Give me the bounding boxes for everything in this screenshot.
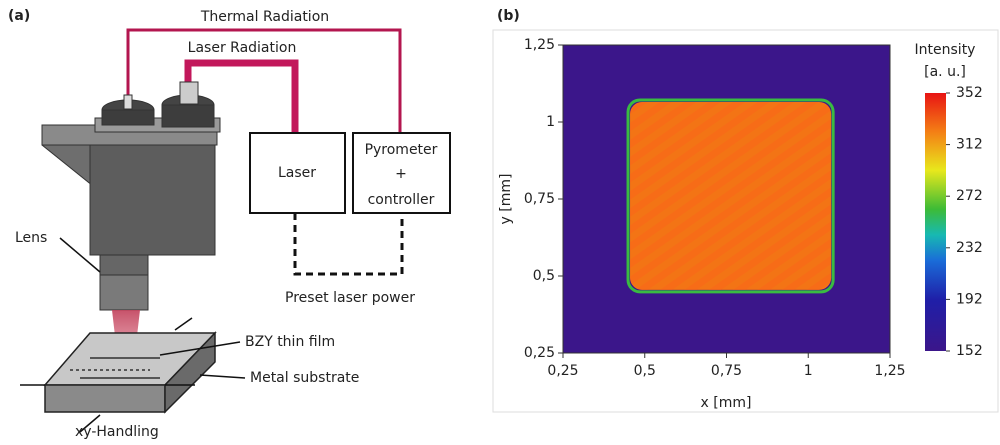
heatmap-edge: [626, 98, 835, 294]
x-tick-label: 0,25: [547, 363, 578, 379]
heatmap-texture: [630, 101, 832, 290]
pyrometer-label: +: [395, 166, 407, 182]
laser-box: [249, 132, 346, 214]
x-tick-label: 1,25: [874, 363, 905, 379]
colorbar-tick-label: 272: [956, 188, 983, 204]
colorbar-tick-label: 232: [956, 240, 983, 256]
y-tick-label: 1,25: [524, 37, 555, 53]
x-tick-label: 0,5: [634, 363, 656, 379]
arrows: [20, 237, 246, 433]
panel-label: (a): [8, 8, 30, 24]
colorbar-tick-label: 312: [956, 137, 983, 153]
colorbar-tick-label: 192: [956, 291, 983, 307]
y-tick-label: 0,75: [524, 191, 555, 207]
colorbar-tick-label: 352: [956, 85, 983, 101]
pyrometer-label: controller: [368, 192, 435, 208]
machine-head: [41, 81, 221, 311]
colorbar-tick-label: 152: [956, 343, 983, 359]
laser-radiation-label: Laser Radiation: [188, 40, 297, 56]
y-tick-label: 0,25: [524, 345, 555, 361]
thermal-path: [126, 28, 402, 135]
pyrometer-label: Pyrometer: [365, 142, 438, 158]
colorbar: [925, 93, 946, 351]
film-label: BZY thin film: [245, 334, 335, 350]
panel-label: (b): [497, 8, 520, 24]
thermal-label: Thermal Radiation: [200, 9, 329, 25]
laser-label: Laser: [278, 165, 316, 181]
laser-path: [184, 59, 299, 133]
substrate: [43, 331, 217, 414]
colorbar-title: [a. u.]: [924, 64, 966, 80]
colorbar-title: Intensity: [915, 42, 976, 58]
preset-label: Preset laser power: [285, 290, 415, 306]
lens-label: Lens: [15, 230, 47, 246]
y-tick-label: 0,5: [533, 268, 555, 284]
pyrometer-box: [352, 132, 451, 214]
y-tick-label: 1: [546, 114, 555, 130]
y-axis-label: y [mm]: [498, 174, 514, 225]
panel-frame: [492, 29, 999, 413]
handling-label: xy-Handling: [75, 424, 159, 440]
scan-path: [70, 357, 160, 379]
x-axis-label: x [mm]: [701, 395, 752, 411]
substrate-label: Metal substrate: [250, 370, 359, 386]
x-tick-label: 0,75: [711, 363, 742, 379]
control-path: [293, 213, 404, 276]
x-tick-label: 1: [804, 363, 813, 379]
